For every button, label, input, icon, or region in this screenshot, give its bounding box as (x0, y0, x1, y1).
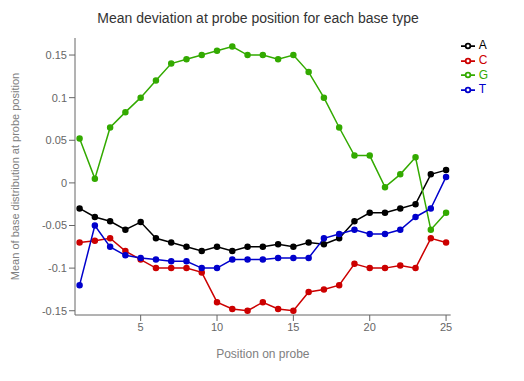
svg-text:5: 5 (138, 321, 144, 333)
svg-text:Position on probe: Position on probe (216, 347, 310, 361)
html-text:Mean deviation at probe positi: Mean deviation at probe position for eac… (97, 10, 419, 26)
svg-text:0.05: 0.05 (46, 134, 67, 146)
svg-text:25: 25 (440, 321, 452, 333)
svg-text:Mean of base distribution at p: Mean of base distribution at probe posit… (9, 73, 21, 280)
svg-text:-0.15: -0.15 (42, 305, 67, 317)
svg-text:0: 0 (61, 177, 67, 189)
html-text:T: T (478, 82, 486, 97)
svg-text:20: 20 (364, 321, 376, 333)
html-text:A: A (478, 38, 487, 52)
html-text:G: G (478, 67, 488, 82)
svg-text:15: 15 (287, 321, 299, 333)
html-text:C: C (478, 52, 488, 67)
svg-text:-0.05: -0.05 (42, 219, 67, 231)
svg-text:0.15: 0.15 (46, 49, 67, 61)
svg-text:0.1: 0.1 (52, 92, 67, 104)
svg-text:10: 10 (211, 321, 223, 333)
svg-text:-0.1: -0.1 (48, 262, 67, 274)
